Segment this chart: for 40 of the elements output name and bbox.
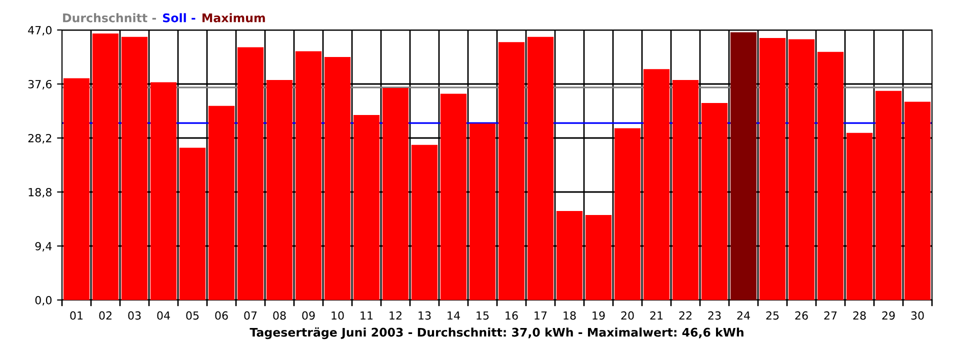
x-tick-label: 04 (157, 311, 170, 320)
x-tick-label: 14 (448, 311, 460, 320)
x-tick-label: 06 (215, 311, 228, 320)
x-tick-label: 10 (332, 311, 344, 320)
x-axis-title: Tageserträge Juni 2003 - Durchschnitt: 37,0 kWh - Maximalwert: 46,6 kWh (250, 327, 744, 340)
x-tick-label: 05 (186, 311, 199, 320)
x-tick-label: 11 (360, 311, 373, 320)
y-tick-label: 28,2 (28, 134, 52, 144)
x-tick-label: 19 (592, 311, 605, 320)
x-tick-label: 03 (128, 311, 141, 320)
x-tick-label: 20 (621, 311, 634, 320)
x-tick-label: 21 (650, 311, 663, 320)
y-tick-label: 0,0 (35, 296, 52, 306)
x-tick-label: 18 (564, 311, 576, 320)
y-tick-label: 18,8 (28, 188, 52, 198)
x-tick-label: 28 (853, 311, 866, 320)
text: Maximum (202, 13, 265, 22)
x-tick-label: 02 (99, 311, 112, 320)
x-tick-label: 27 (824, 311, 837, 320)
x-tick-label: 08 (273, 311, 286, 320)
x-tick-label: 22 (679, 311, 692, 320)
x-tick-label: 30 (911, 311, 924, 320)
x-tick-label: 07 (244, 311, 257, 320)
x-tick-label: 23 (708, 311, 721, 320)
y-tick-label: 37,6 (28, 80, 52, 90)
x-tick-label: 16 (506, 311, 518, 320)
x-tick-label: 29 (882, 311, 895, 320)
x-tick-label: 09 (302, 311, 315, 320)
x-tick-label: 24 (737, 311, 750, 320)
x-tick-label: 15 (476, 311, 489, 320)
x-tick-label: 12 (390, 311, 402, 320)
x-tick-label: 13 (418, 311, 431, 320)
y-tick-label: 47,0 (28, 26, 52, 36)
x-tick-label: 01 (70, 311, 83, 320)
x-tick-label: 17 (534, 311, 547, 320)
y-tick-label: 9,4 (35, 242, 52, 252)
ref-line-label: Soll - (163, 13, 196, 22)
ref-line-label: Durchschnitt - (63, 13, 156, 22)
x-tick-label: 25 (766, 311, 779, 320)
x-tick-label: 26 (795, 311, 808, 320)
